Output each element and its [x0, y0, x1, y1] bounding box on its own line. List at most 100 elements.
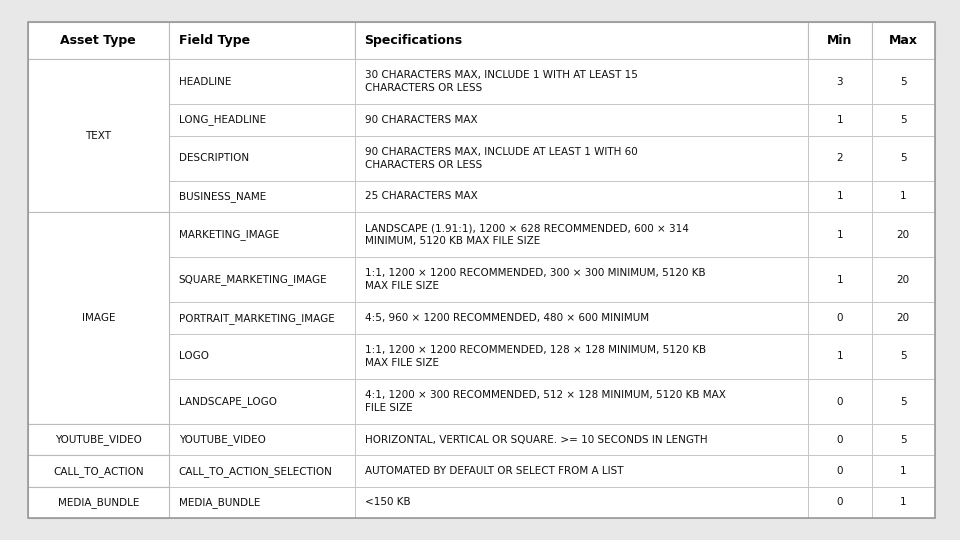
Bar: [169, 257, 354, 302]
Bar: [354, 487, 808, 518]
Bar: [808, 59, 872, 104]
Bar: [872, 181, 935, 212]
Text: 20: 20: [897, 275, 910, 285]
Text: 25 CHARACTERS MAX: 25 CHARACTERS MAX: [365, 191, 477, 201]
Text: CALL_TO_ACTION: CALL_TO_ACTION: [53, 465, 144, 477]
Text: 0: 0: [836, 396, 843, 407]
Bar: [808, 302, 872, 334]
Bar: [169, 136, 354, 181]
Text: MEDIA_BUNDLE: MEDIA_BUNDLE: [58, 497, 139, 508]
Text: 1: 1: [900, 191, 906, 201]
Text: 5: 5: [900, 352, 906, 361]
Text: LONG_HEADLINE: LONG_HEADLINE: [179, 114, 266, 125]
Text: 0: 0: [836, 435, 843, 445]
Text: 1: 1: [836, 275, 843, 285]
Text: 5: 5: [900, 435, 906, 445]
Bar: [354, 104, 808, 136]
Text: BUSINESS_NAME: BUSINESS_NAME: [179, 191, 266, 202]
Text: YOUTUBE_VIDEO: YOUTUBE_VIDEO: [179, 434, 266, 446]
Text: LANDSCAPE_LOGO: LANDSCAPE_LOGO: [179, 396, 276, 407]
Text: 0: 0: [836, 466, 843, 476]
Text: LOGO: LOGO: [179, 352, 208, 361]
Text: PORTRAIT_MARKETING_IMAGE: PORTRAIT_MARKETING_IMAGE: [179, 313, 334, 323]
Text: MARKETING_IMAGE: MARKETING_IMAGE: [179, 229, 278, 240]
Bar: [808, 455, 872, 487]
Bar: [354, 424, 808, 455]
Bar: [872, 257, 935, 302]
Bar: [872, 59, 935, 104]
Text: LANDSCAPE (1.91:1), 1200 × 628 RECOMMENDED, 600 × 314
MINIMUM, 5120 KB MAX FILE : LANDSCAPE (1.91:1), 1200 × 628 RECOMMEND…: [365, 223, 688, 246]
Text: CALL_TO_ACTION_SELECTION: CALL_TO_ACTION_SELECTION: [179, 465, 332, 477]
Text: 20: 20: [897, 230, 910, 240]
Bar: [872, 379, 935, 424]
Text: 5: 5: [900, 77, 906, 86]
Bar: [169, 379, 354, 424]
Bar: [872, 455, 935, 487]
Text: 1: 1: [900, 497, 906, 508]
Text: HEADLINE: HEADLINE: [179, 77, 231, 86]
Text: DESCRIPTION: DESCRIPTION: [179, 153, 249, 163]
Bar: [872, 22, 935, 59]
Bar: [872, 136, 935, 181]
Bar: [354, 181, 808, 212]
Bar: [354, 379, 808, 424]
Bar: [169, 424, 354, 455]
Text: Max: Max: [889, 34, 918, 47]
Bar: [354, 455, 808, 487]
Bar: [872, 212, 935, 257]
Text: 5: 5: [900, 396, 906, 407]
Text: 1:1, 1200 × 1200 RECOMMENDED, 128 × 128 MINIMUM, 5120 KB
MAX FILE SIZE: 1:1, 1200 × 1200 RECOMMENDED, 128 × 128 …: [365, 345, 706, 368]
Text: MEDIA_BUNDLE: MEDIA_BUNDLE: [179, 497, 260, 508]
Text: SQUARE_MARKETING_IMAGE: SQUARE_MARKETING_IMAGE: [179, 274, 327, 285]
Bar: [354, 59, 808, 104]
Text: AUTOMATED BY DEFAULT OR SELECT FROM A LIST: AUTOMATED BY DEFAULT OR SELECT FROM A LI…: [365, 466, 623, 476]
Bar: [169, 487, 354, 518]
Text: 1: 1: [836, 115, 843, 125]
Text: 1: 1: [836, 352, 843, 361]
Bar: [872, 424, 935, 455]
Bar: [872, 302, 935, 334]
Bar: [169, 302, 354, 334]
Text: 5: 5: [900, 115, 906, 125]
Text: HORIZONTAL, VERTICAL OR SQUARE. >= 10 SECONDS IN LENGTH: HORIZONTAL, VERTICAL OR SQUARE. >= 10 SE…: [365, 435, 708, 445]
Text: 1: 1: [900, 466, 906, 476]
Text: 1:1, 1200 × 1200 RECOMMENDED, 300 × 300 MINIMUM, 5120 KB
MAX FILE SIZE: 1:1, 1200 × 1200 RECOMMENDED, 300 × 300 …: [365, 268, 706, 291]
Text: Field Type: Field Type: [179, 34, 250, 47]
Text: TEXT: TEXT: [85, 131, 111, 140]
Text: 0: 0: [836, 313, 843, 323]
Text: Asset Type: Asset Type: [60, 34, 136, 47]
Text: 3: 3: [836, 77, 843, 86]
Bar: [354, 22, 808, 59]
Text: 1: 1: [836, 191, 843, 201]
Bar: [808, 257, 872, 302]
Bar: [354, 302, 808, 334]
Bar: [872, 334, 935, 379]
Text: 1: 1: [836, 230, 843, 240]
Bar: [169, 104, 354, 136]
Bar: [808, 181, 872, 212]
Bar: [872, 104, 935, 136]
Bar: [808, 136, 872, 181]
Bar: [354, 212, 808, 257]
Text: 5: 5: [900, 153, 906, 163]
Text: 90 CHARACTERS MAX, INCLUDE AT LEAST 1 WITH 60
CHARACTERS OR LESS: 90 CHARACTERS MAX, INCLUDE AT LEAST 1 WI…: [365, 147, 637, 170]
Text: Min: Min: [828, 34, 852, 47]
Bar: [808, 487, 872, 518]
Text: Specifications: Specifications: [365, 34, 463, 47]
Bar: [28, 212, 169, 424]
Text: 0: 0: [836, 497, 843, 508]
Bar: [354, 136, 808, 181]
Bar: [354, 334, 808, 379]
Bar: [28, 22, 169, 59]
Bar: [808, 22, 872, 59]
Bar: [28, 487, 169, 518]
Bar: [28, 424, 169, 455]
Text: 4:5, 960 × 1200 RECOMMENDED, 480 × 600 MINIMUM: 4:5, 960 × 1200 RECOMMENDED, 480 × 600 M…: [365, 313, 649, 323]
Bar: [808, 379, 872, 424]
Bar: [169, 334, 354, 379]
Text: 90 CHARACTERS MAX: 90 CHARACTERS MAX: [365, 115, 477, 125]
Text: 30 CHARACTERS MAX, INCLUDE 1 WITH AT LEAST 15
CHARACTERS OR LESS: 30 CHARACTERS MAX, INCLUDE 1 WITH AT LEA…: [365, 70, 637, 93]
Text: <150 KB: <150 KB: [365, 497, 410, 508]
Text: 2: 2: [836, 153, 843, 163]
Text: 4:1, 1200 × 300 RECOMMENDED, 512 × 128 MINIMUM, 5120 KB MAX
FILE SIZE: 4:1, 1200 × 300 RECOMMENDED, 512 × 128 M…: [365, 390, 726, 413]
